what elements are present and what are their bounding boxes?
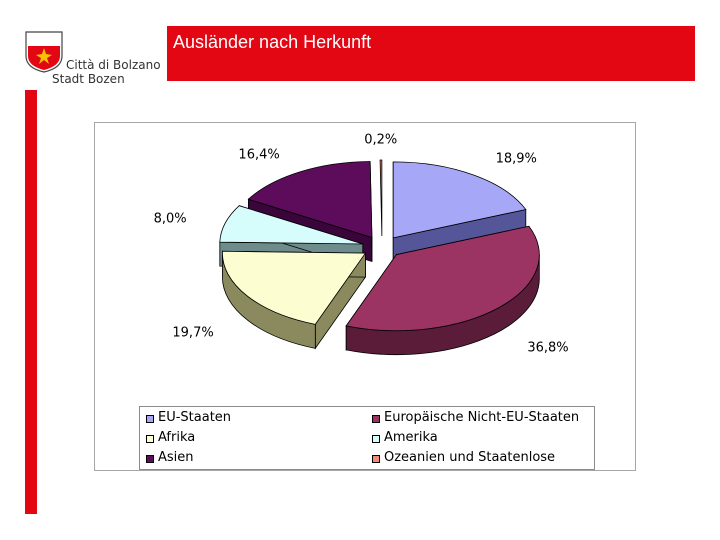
data-label-ozeanien-und-staatenlose: 0,2% [364, 133, 397, 148]
pie-slice-amerika [219, 205, 363, 245]
legend-swatch [372, 435, 380, 443]
data-label-europ-ische-nicht-eu-staaten: 36,8% [527, 341, 568, 356]
legend-label: Amerika [384, 430, 438, 445]
pie-slice-asien [247, 161, 373, 239]
logo-text-german: Stadt Bozen [52, 72, 125, 86]
city-coat-of-arms-icon [25, 31, 63, 73]
legend-label: Afrika [158, 430, 196, 445]
legend-label: Asien [158, 450, 194, 465]
title-bar: Ausländer nach Herkunft [167, 26, 695, 81]
data-label-eu-staaten: 18,9% [496, 151, 537, 166]
pie-slice-ozeanien-und-staatenlose [379, 159, 383, 237]
legend-swatch [146, 415, 154, 423]
logo-text-italian: Città di Bolzano [66, 58, 161, 72]
legend-swatch [146, 455, 154, 463]
legend-swatch [372, 455, 380, 463]
page-title: Ausländer nach Herkunft [173, 32, 372, 52]
chart-area: 18,9% 36,8% 19,7% 8,0% 16,4% 0,2% EU-Staaten E… [94, 122, 636, 471]
pie-slice-eu-staaten [392, 161, 527, 239]
data-label-afrika: 19,7% [172, 326, 213, 341]
legend-label: EU-Staaten [158, 410, 232, 425]
pie-slice-afrika [222, 250, 367, 325]
side-accent-bar [25, 90, 37, 514]
chart-legend: EU-Staaten Europäische Nicht-EU-Staaten Af… [139, 406, 595, 470]
legend-label: Europäische Nicht-EU-Staaten [384, 410, 580, 425]
legend-swatch [146, 435, 154, 443]
city-logo: Città di Bolzano Stadt Bozen [22, 28, 172, 90]
legend-label: Ozeanien und Staatenlose [384, 450, 556, 465]
data-label-asien: 16,4% [238, 147, 279, 162]
data-label-amerika: 8,0% [154, 211, 187, 226]
pie-chart: 18,9% 36,8% 19,7% 8,0% 16,4% 0,2% [154, 133, 569, 356]
pie-slice-europ-ische-nicht-eu-staaten [345, 225, 540, 332]
legend-swatch [372, 415, 380, 423]
